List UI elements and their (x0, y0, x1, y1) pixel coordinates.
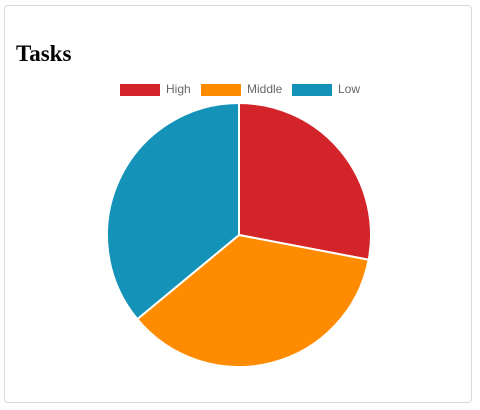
pie-slice-middle[interactable] (135, 233, 370, 368)
legend-swatch-middle (201, 84, 241, 96)
legend-label-low: Low (338, 82, 361, 96)
pie-slice-low[interactable] (106, 101, 240, 321)
legend-swatch-low (292, 84, 332, 96)
legend-swatch-high (120, 84, 160, 96)
pie-chart (106, 101, 372, 368)
chart-title: Tasks (16, 41, 72, 66)
chart-card: Tasks High Middle Low (4, 5, 472, 403)
legend: High Middle Low (5, 79, 471, 97)
legend-label-middle: Middle (247, 82, 283, 96)
pie-slice-high[interactable] (238, 101, 372, 261)
legend-label-high: High (166, 82, 191, 96)
